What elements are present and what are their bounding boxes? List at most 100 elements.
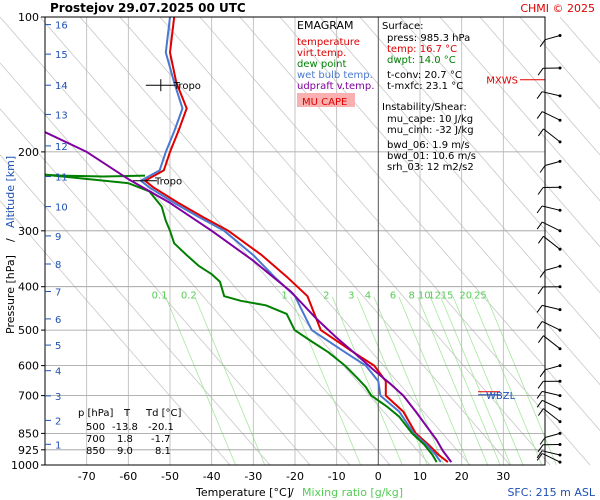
wind-barb-shaft — [544, 265, 561, 271]
temperature-tick-label: -30 — [244, 470, 262, 483]
altitude-tick-label: 5 — [55, 341, 61, 352]
wind-barb — [539, 431, 562, 445]
table-cell: 500 — [86, 422, 105, 433]
pressure-tick-label: 850 — [18, 427, 39, 440]
mixing-ratio-label: 3 — [348, 291, 354, 302]
wind-barb-dot — [558, 443, 562, 446]
wind-barb-shaft — [543, 335, 561, 350]
ylabel-separator: / — [4, 238, 17, 242]
mixing-ratio-line — [440, 296, 511, 466]
wind-barb-dot — [558, 208, 562, 212]
wind-barb — [536, 205, 562, 214]
wind-barb-flag — [536, 400, 543, 408]
wind-barb-shaft — [541, 221, 561, 232]
wind-barb — [537, 408, 562, 424]
wind-barb-flag — [536, 91, 543, 99]
wind-barb-flag — [537, 236, 544, 244]
altitude-tick-label: 6 — [55, 315, 61, 326]
ylabel-pressure: Pressure [hPa] — [4, 255, 17, 334]
wind-barb-dot — [558, 34, 562, 37]
altitude-tick-label: 1 — [55, 440, 61, 451]
pressure-tick-label: 300 — [18, 225, 39, 238]
wind-barb-flag — [536, 221, 543, 230]
wind-barb-flag — [536, 391, 543, 399]
axes: 1002003004005006007008509251000161514131… — [11, 11, 510, 483]
mu-cape-value: mu_cape: 10 J/kg — [387, 114, 473, 125]
wind-barb — [539, 264, 562, 278]
wind-barb-dot — [558, 379, 562, 383]
wind-barb — [536, 390, 562, 399]
wind-barb-dot — [558, 328, 562, 332]
legend: EMAGRAM temperature virt.temp. dew point… — [297, 19, 374, 108]
dry-adiabat-line — [239, 16, 600, 432]
wind-barb-shaft — [544, 365, 561, 371]
wind-barb — [539, 34, 562, 47]
xlabel-temperature: Temperature [°C] — [195, 486, 291, 499]
dry-adiabat-line — [0, 16, 391, 466]
ylabel-altitude: Altitude [km] — [4, 156, 17, 228]
wind-barb-shaft — [541, 450, 561, 456]
mixing-ratio-line — [331, 296, 403, 466]
table-cell: 9.0 — [117, 446, 133, 457]
wind-barb-dot — [558, 308, 562, 312]
wind-barb-flag — [536, 321, 543, 329]
wind-barb — [536, 221, 562, 233]
xlabel-mixing-ratio: Mixing ratio [g/kg] — [302, 486, 403, 499]
temperature-tick-label: -40 — [203, 470, 221, 483]
wind-barb — [536, 452, 562, 464]
wind-barb-flag — [537, 128, 544, 137]
altitude-tick-label: 3 — [55, 392, 61, 403]
wind-barb-flag — [537, 335, 544, 343]
pressure-tick-label: 1000 — [11, 459, 39, 472]
mixing-ratio-label: 2 — [323, 291, 329, 302]
wind-barb-dot — [558, 66, 562, 70]
wind-barb-dot — [558, 247, 562, 251]
wind-barb — [536, 91, 562, 99]
mixing-ratio-line — [417, 296, 489, 466]
series-line-udpraft-v-temp- — [45, 130, 453, 463]
wind-barb — [536, 450, 562, 459]
sfc-label: SFC: 215 m ASL — [507, 486, 595, 499]
pressure-tick-label: 500 — [18, 324, 39, 337]
legend-virt-temp: virt.temp. — [297, 48, 346, 59]
mixing-ratio-line — [290, 296, 361, 466]
altitude-tick-label: 7 — [55, 288, 61, 299]
legend-title: EMAGRAM — [297, 19, 354, 32]
surface-title: Surface: — [382, 21, 423, 32]
wind-barb-dot — [558, 94, 562, 98]
mu-cape-badge — [297, 93, 355, 107]
wind-barbs — [536, 34, 562, 464]
wind-barb — [537, 66, 562, 76]
wind-barb-dot — [558, 140, 562, 144]
wind-barb-dot — [558, 460, 562, 464]
mixing-ratio-label: 0.1 — [152, 291, 168, 302]
wind-barb-dot — [558, 285, 562, 289]
wind-barb-shaft — [541, 111, 561, 121]
series-line-wet-bulb-temp- — [139, 17, 442, 463]
table-header-t: T — [123, 408, 131, 419]
wind-barb-shaft — [544, 35, 561, 41]
wind-barb-dot — [558, 420, 562, 424]
dry-adiabat-line — [119, 16, 511, 466]
wind-barb — [537, 335, 562, 351]
level-table: p [hPa] T Td [°C] 500 -13.8 -20.1 700 1.… — [78, 408, 182, 457]
table-cell: 700 — [86, 434, 105, 445]
altitude-tick-label: 14 — [55, 81, 68, 92]
dry-adiabat-line — [439, 16, 600, 202]
tropopause-label-lower: Tropo — [154, 177, 182, 188]
wind-barb-shaft — [541, 399, 561, 410]
table-header-td: Td [°C] — [145, 408, 182, 419]
bwd-01-value: bwd_01: 10.6 m/s — [387, 151, 476, 162]
wind-barb — [537, 185, 562, 195]
altitude-tick-label: 10 — [55, 203, 68, 214]
altitude-tick-label: 13 — [55, 110, 68, 121]
srh-03-value: srh_03: 12 m2/s2 — [387, 162, 474, 173]
wind-barb — [539, 159, 562, 173]
mixing-ratio-label: 10 — [418, 291, 431, 302]
dry-adiabat-line — [399, 16, 600, 248]
pressure-tick-label: 700 — [18, 390, 39, 403]
mixing-ratio-line — [398, 296, 470, 466]
pressure-tick-label: 400 — [18, 281, 39, 294]
dry-adiabat-line — [519, 16, 600, 110]
